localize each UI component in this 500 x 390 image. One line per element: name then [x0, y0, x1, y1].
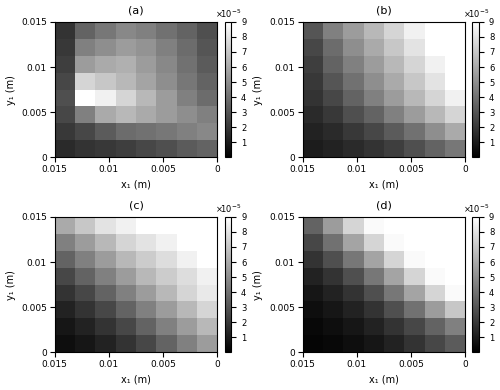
Title: (a): (a): [128, 5, 144, 16]
Title: $\times\!10^{-5}$: $\times\!10^{-5}$: [462, 202, 489, 215]
Title: $\times\!10^{-5}$: $\times\!10^{-5}$: [214, 202, 241, 215]
Y-axis label: y₁ (m): y₁ (m): [254, 269, 264, 300]
X-axis label: x₁ (m): x₁ (m): [369, 374, 399, 385]
Y-axis label: y₁ (m): y₁ (m): [254, 74, 264, 105]
Title: (b): (b): [376, 5, 392, 16]
Y-axis label: y₁ (m): y₁ (m): [6, 74, 16, 105]
Title: $\times\!10^{-5}$: $\times\!10^{-5}$: [462, 7, 489, 20]
Title: (c): (c): [128, 200, 144, 211]
X-axis label: x₁ (m): x₁ (m): [369, 179, 399, 190]
X-axis label: x₁ (m): x₁ (m): [121, 374, 151, 385]
Title: $\times\!10^{-5}$: $\times\!10^{-5}$: [214, 7, 241, 20]
Y-axis label: y₁ (m): y₁ (m): [6, 269, 16, 300]
Title: (d): (d): [376, 200, 392, 211]
X-axis label: x₁ (m): x₁ (m): [121, 179, 151, 190]
